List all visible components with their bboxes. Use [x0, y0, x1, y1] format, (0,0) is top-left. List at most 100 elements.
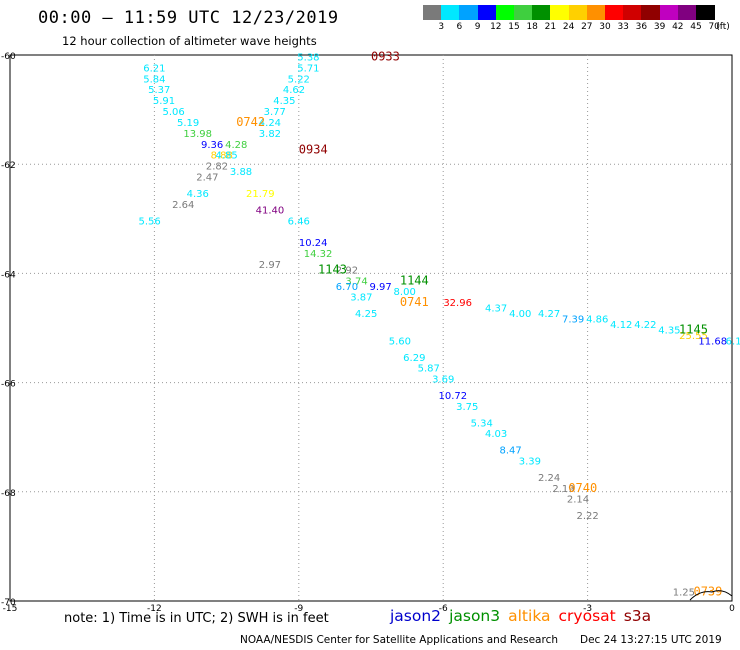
x-tick-label: -3: [583, 604, 592, 614]
wave-height-label: 8.88: [211, 151, 233, 162]
wave-height-label: 6.17: [726, 336, 740, 347]
satellite-s3a: s3a: [623, 607, 652, 625]
wave-height-label: 5.38: [297, 52, 319, 63]
wave-height-label: 6.46: [288, 216, 310, 227]
legend-label: 42: [672, 22, 684, 32]
wave-height-label: 3.88: [230, 167, 252, 178]
legend-label: 9: [474, 22, 481, 32]
pass-time-label: 0933: [371, 49, 400, 63]
wave-height-label: 2.82: [206, 162, 228, 173]
wave-height-label: 3.77: [264, 107, 286, 118]
legend-swatch: [623, 5, 642, 20]
wave-height-label: 5.60: [389, 336, 411, 347]
legend-label: 36: [635, 22, 648, 32]
wave-height-label: 6.70: [336, 282, 358, 293]
legend-swatch: [459, 5, 479, 20]
legend-label: 12: [490, 22, 502, 32]
wave-height-label: 2.92: [336, 265, 358, 276]
wave-height-label: 5.06: [163, 107, 185, 118]
wave-height-label: 41.40: [256, 205, 285, 216]
wave-height-label: 5.22: [288, 74, 310, 85]
wave-height-label: 4.00: [509, 309, 531, 320]
wave-height-label: 32.96: [443, 298, 472, 309]
wave-height-label: 5.91: [153, 96, 175, 107]
color-legend: 3 6 9 12 15 18 21 24 27 30 33 36 39 42 45 70 (ft): [423, 5, 733, 33]
satellite-legend: jason2 jason3 altika cryosat s3a: [390, 607, 659, 625]
wave-height-label: 4.12: [610, 320, 632, 331]
legend-swatch: [477, 5, 497, 20]
x-tick-label: -9: [294, 604, 303, 614]
pass-time-label: 1145: [679, 322, 708, 336]
legend-swatch: [605, 5, 624, 20]
legend-swatch: [659, 5, 679, 20]
legend-unit: (ft): [716, 22, 730, 32]
y-tick-label: -62: [1, 161, 16, 171]
wave-height-label: 4.25: [355, 309, 377, 320]
wave-height-label: 2.22: [576, 511, 598, 522]
legend-swatch: [641, 5, 661, 20]
wave-height-label: 14.32: [304, 249, 333, 260]
legend-swatch: [495, 5, 515, 20]
legend-label: 39: [653, 22, 666, 32]
wave-height-label: 9.97: [369, 282, 391, 293]
wave-height-label: 5.87: [418, 364, 440, 375]
wave-height-label: 2.47: [196, 173, 218, 184]
y-tick-label: -70: [1, 598, 16, 608]
wave-height-label: 5.34: [471, 418, 493, 429]
wave-height-label: 5.19: [177, 118, 199, 129]
legend-label: 18: [526, 22, 538, 32]
legend-label: 15: [508, 22, 520, 32]
legend-label: 33: [617, 22, 629, 32]
footer-note: note: 1) Time is in UTC; 2) SWH is in fe…: [64, 611, 329, 626]
wave-height-label: 10.72: [439, 391, 468, 402]
wave-height-label: 2.19: [552, 484, 574, 495]
satellite-altika: altika: [508, 607, 551, 625]
wave-height-label: 5.71: [297, 63, 319, 74]
legend-label: 70: [708, 22, 720, 32]
grid-lines: [10, 55, 732, 601]
legend-label: 24: [562, 22, 575, 32]
wave-height-label: 6.29: [403, 353, 425, 364]
wave-height-label: 9.36: [201, 140, 223, 151]
pass-time-label: 1144: [400, 273, 429, 287]
legend-label: 30: [599, 22, 611, 32]
wave-height-label: 4.24: [259, 118, 281, 129]
legend-label: 3: [438, 22, 445, 32]
satellite-jason3: jason3: [449, 607, 501, 625]
wave-height-label: 4.36: [187, 189, 209, 200]
wave-height-label: 4.86: [586, 315, 608, 326]
legend-swatch: [696, 5, 715, 20]
wave-height-label: 2.97: [259, 260, 281, 271]
satellite-cryosat: cryosat: [558, 607, 616, 625]
wave-height-label: 4.62: [283, 85, 305, 96]
legend-label: 27: [581, 22, 593, 32]
wave-height-label: 3.39: [519, 457, 541, 468]
legend-swatch: [441, 5, 460, 20]
x-tick-label: -6: [439, 604, 448, 614]
wave-height-label: 8.00: [394, 287, 416, 298]
legend-swatch: [677, 5, 697, 20]
wave-height-label: 2.24: [538, 473, 560, 484]
pass-time-label: 0742: [236, 115, 265, 129]
coastline-icon: [689, 590, 733, 601]
y-tick-label: -64: [1, 270, 16, 280]
wave-height-label: 1.25: [673, 588, 695, 599]
wave-height-label: 3.82: [259, 129, 281, 140]
wave-height-label: 2.14: [567, 495, 589, 506]
generated-timestamp: Dec 24 13:27:15 UTC 2019: [580, 634, 722, 646]
wave-height-label: 5.84: [143, 74, 165, 85]
plot-border: [9, 54, 733, 602]
satellite-jason2: jason2: [390, 607, 442, 625]
wave-height-label: 4.85: [215, 151, 237, 162]
wave-height-label: 4.35: [658, 325, 680, 336]
chart-title: 00:00 – 11:59 UTC 12/23/2019: [38, 8, 339, 28]
wave-height-label: 3.75: [456, 402, 478, 413]
wave-height-label: 11.68: [698, 336, 727, 347]
wave-height-label: 10.24: [299, 238, 328, 249]
legend-label: 21: [544, 22, 557, 32]
wave-height-label: 4.35: [273, 96, 295, 107]
wave-height-label: 25.55: [679, 331, 708, 342]
y-tick-label: -66: [1, 380, 16, 390]
